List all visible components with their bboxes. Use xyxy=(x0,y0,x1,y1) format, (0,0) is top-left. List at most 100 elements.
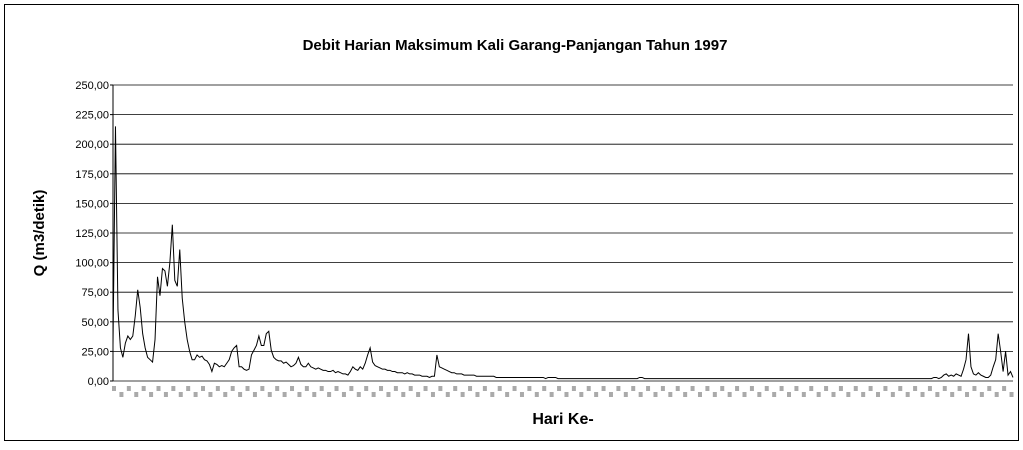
x-tick-blur xyxy=(327,392,332,397)
x-tick-blur xyxy=(898,386,903,391)
x-tick-blur xyxy=(171,386,176,391)
x-tick-blur xyxy=(438,386,443,391)
x-tick-blur xyxy=(772,392,777,397)
x-tick-blur xyxy=(149,392,154,397)
x-tick-blur xyxy=(408,386,413,391)
x-tick-blur xyxy=(653,392,658,397)
y-tick-label: 50,00 xyxy=(81,317,109,329)
x-tick-blur xyxy=(364,386,369,391)
y-tick-label: 25,00 xyxy=(81,346,109,358)
x-tick-blur xyxy=(994,392,999,397)
x-tick-blur xyxy=(542,386,547,391)
x-tick-blur xyxy=(215,386,220,391)
y-tick-label: 125,00 xyxy=(75,228,109,240)
x-tick-blur xyxy=(401,392,406,397)
x-tick-blur xyxy=(453,386,458,391)
x-tick-blur xyxy=(616,386,621,391)
x-tick-blur xyxy=(883,386,888,391)
x-tick-blur xyxy=(245,386,250,391)
x-tick-blur xyxy=(482,386,487,391)
x-tick-blur xyxy=(334,386,339,391)
x-tick-blur xyxy=(705,386,710,391)
x-tick-blur xyxy=(252,392,257,397)
x-tick-blur xyxy=(764,386,769,391)
x-tick-blur xyxy=(297,392,302,397)
x-tick-blur xyxy=(668,392,673,397)
x-tick-blur xyxy=(838,386,843,391)
x-tick-blur xyxy=(816,392,821,397)
x-tick-blur xyxy=(238,392,243,397)
x-tick-blur xyxy=(112,386,116,391)
x-tick-blur xyxy=(579,392,584,397)
x-tick-blur xyxy=(260,386,265,391)
x-tick-blur xyxy=(660,386,665,391)
x-tick-blur xyxy=(356,392,361,397)
x-tick-blur xyxy=(801,392,806,397)
x-tick-blur xyxy=(853,386,858,391)
x-tick-blur xyxy=(1009,392,1014,397)
x-tick-blur xyxy=(697,392,702,397)
x-tick-blur xyxy=(942,386,947,391)
x-tick-blur xyxy=(527,386,532,391)
y-tick-label: 150,00 xyxy=(75,198,109,210)
x-tick-blur xyxy=(749,386,754,391)
y-tick-label: 0,00 xyxy=(88,376,109,388)
x-tick-blur xyxy=(779,386,784,391)
x-tick-blur xyxy=(631,386,636,391)
x-tick-blur xyxy=(468,386,473,391)
x-tick-blur xyxy=(927,386,932,391)
x-tick-blur xyxy=(571,386,576,391)
x-tick-blur xyxy=(787,392,791,397)
y-axis-label: Q (m3/detik) xyxy=(31,190,48,277)
x-tick-blur xyxy=(430,392,435,397)
x-tick-blur xyxy=(890,392,895,397)
x-tick-blur xyxy=(868,386,873,391)
x-tick-blur xyxy=(690,386,695,391)
x-tick-blur xyxy=(290,386,295,391)
x-tick-blur xyxy=(223,392,228,397)
x-tick-blur xyxy=(683,392,688,397)
x-tick-blur xyxy=(950,392,955,397)
x-tick-blur xyxy=(319,386,324,391)
x-tick-blur xyxy=(876,392,881,397)
x-tick-blur xyxy=(201,386,206,391)
x-tick-blur xyxy=(861,392,866,397)
x-tick-blur xyxy=(386,392,391,397)
x-tick-blur xyxy=(186,386,191,391)
x-tick-blur xyxy=(267,392,272,397)
x-tick-blur xyxy=(512,386,517,391)
x-tick-blur xyxy=(505,392,510,397)
x-tick-blur xyxy=(416,392,421,397)
x-tick-blur xyxy=(987,386,992,391)
x-tick-blur xyxy=(601,386,606,391)
x-tick-blur xyxy=(312,392,317,397)
x-tick-blur xyxy=(675,386,680,391)
x-axis-label: Hari Ke- xyxy=(532,411,593,428)
x-tick-blur xyxy=(163,392,168,397)
x-tick-blur xyxy=(230,386,235,391)
x-tick-blur xyxy=(957,386,962,391)
x-tick-blur xyxy=(423,386,428,391)
x-tick-blur xyxy=(564,392,569,397)
x-tick-blur xyxy=(831,392,836,397)
x-tick-blur xyxy=(445,392,450,397)
x-tick-blur xyxy=(735,386,740,391)
x-tick-blur xyxy=(549,392,554,397)
y-tick-label: 175,00 xyxy=(75,169,109,181)
x-tick-blur xyxy=(557,386,562,391)
x-tick-blur xyxy=(475,392,480,397)
x-tick-blur xyxy=(979,392,984,397)
x-tick-blur xyxy=(712,392,717,397)
x-tick-blur xyxy=(1002,386,1007,391)
x-tick-blur xyxy=(193,392,198,397)
x-tick-blur xyxy=(972,386,977,391)
x-tick-blur xyxy=(304,386,309,391)
chart-border xyxy=(4,4,1019,441)
x-tick-blur xyxy=(608,392,613,397)
y-tick-label: 225,00 xyxy=(75,110,109,122)
x-tick-blur xyxy=(341,392,346,397)
x-tick-blur xyxy=(282,392,287,397)
x-tick-blur xyxy=(905,392,910,397)
x-tick-blur xyxy=(497,386,502,391)
